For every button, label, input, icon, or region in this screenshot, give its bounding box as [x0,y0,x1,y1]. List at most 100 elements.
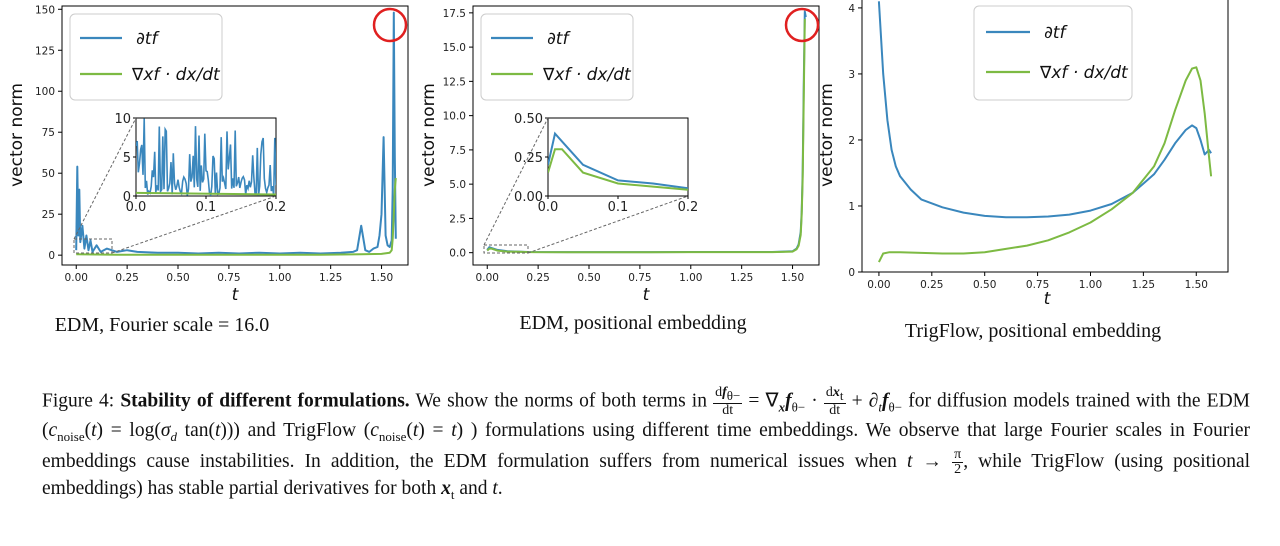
inset-y-tick-label: 0.50 [514,112,543,127]
y-tick-label: 75 [42,127,55,139]
inset-y-tick-label: 0.25 [514,151,543,166]
y-tick-label: 10.0 [443,111,466,123]
x-tick-label: 1.50 [781,272,804,284]
inset-y-tick-label: 0.00 [514,190,543,205]
caption-label: Figure 4: [42,390,115,412]
y-tick-label: 50 [42,168,55,180]
series-line-grad [486,18,806,254]
zoom-connector [73,117,137,240]
y-tick-label: 2.5 [449,213,466,225]
x-tick-label: 0.75 [628,272,651,284]
zoom-connector [111,195,277,254]
x-tick-label: 1.25 [730,272,753,284]
legend-label-grad: ∇xf · dx/dt [542,65,632,85]
inset-x-tick-label: 0.2 [678,200,699,215]
inset-series-dtf [548,131,688,190]
inset-x-tick-label: 0.2 [266,200,287,215]
inset-x-tick-label: 0.0 [538,200,559,215]
y-tick-label: 3 [848,69,855,81]
y-tick-label: 150 [35,4,55,16]
subcaption-panel-2: EDM, positional embedding [519,312,747,334]
x-tick-label: 0.50 [166,272,189,284]
y-tick-label: 1 [848,201,855,213]
equation-fraction: dfθ− dt [713,385,743,418]
figure-caption: Figure 4: Stability of different formula… [42,385,1251,503]
inset-y-tick-label: 10 [114,112,131,127]
series-line-dtf [75,11,397,255]
x-axis-label: t [1044,289,1052,309]
panel-edm-positional: 0.00 0.25 0.50 0.75 1.00 1.25 1.50 0.0 2.5 5.0 7.5… [419,5,820,305]
panel-trigflow-positional: 0.00 0.25 0.50 0.75 1.00 1.25 1.50 0 1 2 3 4 vector… [817,0,1229,309]
subcaption-panel-1: EDM, Fourier scale = 16.0 [54,314,270,336]
y-tick-label: 0.0 [449,248,466,260]
figure-panels: 0.00 0.25 0.50 0.75 1.00 1.25 1.50025507510012… [7,0,1229,309]
x-tick-label: 0.50 [577,272,600,284]
y-tick-label: 5.0 [449,179,466,191]
y-tick-label: 7.5 [449,145,466,157]
x-tick-label: 0.25 [526,272,549,284]
y-tick-label: 2 [848,135,855,147]
legend: ∂tf ∇xf · dx/dt [69,13,223,101]
x-tick-label: 0.00 [476,272,499,284]
y-axis-label: vector norm [419,83,439,187]
y-tick-label: 17.5 [443,8,466,20]
legend-label-grad: ∇xf · dx/dt [131,65,221,85]
inset-y-tick-label: 5 [123,151,131,166]
inset-series-dtf [136,118,276,196]
inset-series-grad [136,191,276,196]
legend: ∂tf ∇xf · dx/dt [480,13,634,101]
zoom-region [483,244,529,254]
series-line-grad [76,178,397,256]
x-axis-label: t [232,285,240,305]
red-circle-annotation [372,7,408,43]
zoom-connector [527,195,689,254]
x-tick-label: 1.50 [1185,279,1208,291]
legend-label-dtf: ∂tf [547,29,571,49]
y-tick-label: 125 [35,45,55,57]
x-tick-label: 0.00 [867,279,890,291]
caption-text-5: , while TrigFlow (using positional embed… [42,451,1251,500]
x-axis-label: t [643,285,651,305]
y-tick-label: 100 [35,86,55,98]
y-axis-label: vector norm [817,83,837,187]
y-tick-label: 15.0 [443,42,466,54]
series-line-grad [878,66,1213,263]
x-tick-label: 0.25 [115,272,138,284]
subcaption-panel-3: TrigFlow, positional embedding [904,320,1162,342]
caption-title: Stability of different formulations. [120,390,410,412]
legend-box [69,13,223,101]
x-tick-label: 0.25 [920,279,943,291]
series-line-dtf [877,1,1212,219]
red-circle-annotation [784,7,820,43]
inset-x-tick-label: 0.0 [126,200,147,215]
panel-edm-fourier: 0.00 0.25 0.50 0.75 1.00 1.25 1.50025507510012… [7,4,409,305]
inset-plot: 0.0 0.1 0.2 0 5 10 [73,112,287,254]
inset-plot: 0.0 0.1 0.2 0.00 0.25 0.50 [483,112,699,254]
inset-series-grad [548,148,688,191]
inset-y-tick-label: 0 [123,190,131,205]
x-tick-label: 1.50 [370,272,393,284]
legend-box [480,13,634,101]
x-tick-label: 1.25 [1132,279,1155,291]
legend-box [973,5,1133,101]
y-tick-label: 4 [848,3,855,15]
zoom-region [73,238,113,254]
x-tick-label: 1.00 [268,272,291,284]
y-axis-label: vector norm [7,83,27,187]
legend-label-dtf: ∂tf [136,29,160,49]
caption-text-3: ) and TrigFlow ( [233,419,371,441]
x-tick-label: 0.75 [217,272,240,284]
caption-text-2: for diffusion models trained with the ED… [42,390,1250,441]
inset-x-tick-label: 0.1 [196,200,217,215]
legend: ∂tf ∇xf · dx/dt [973,5,1133,101]
x-tick-label: 1.00 [1079,279,1102,291]
x-tick-label: 1.25 [319,272,342,284]
x-tick-label: 0.00 [65,272,88,284]
caption-text-1: We show the norms of both terms in [415,390,707,412]
x-tick-label: 1.00 [679,272,702,284]
legend-label-dtf: ∂tf [1044,23,1068,43]
y-tick-label: 12.5 [443,76,466,88]
y-tick-label: 0 [48,250,55,262]
x-tick-label: 0.50 [973,279,996,291]
